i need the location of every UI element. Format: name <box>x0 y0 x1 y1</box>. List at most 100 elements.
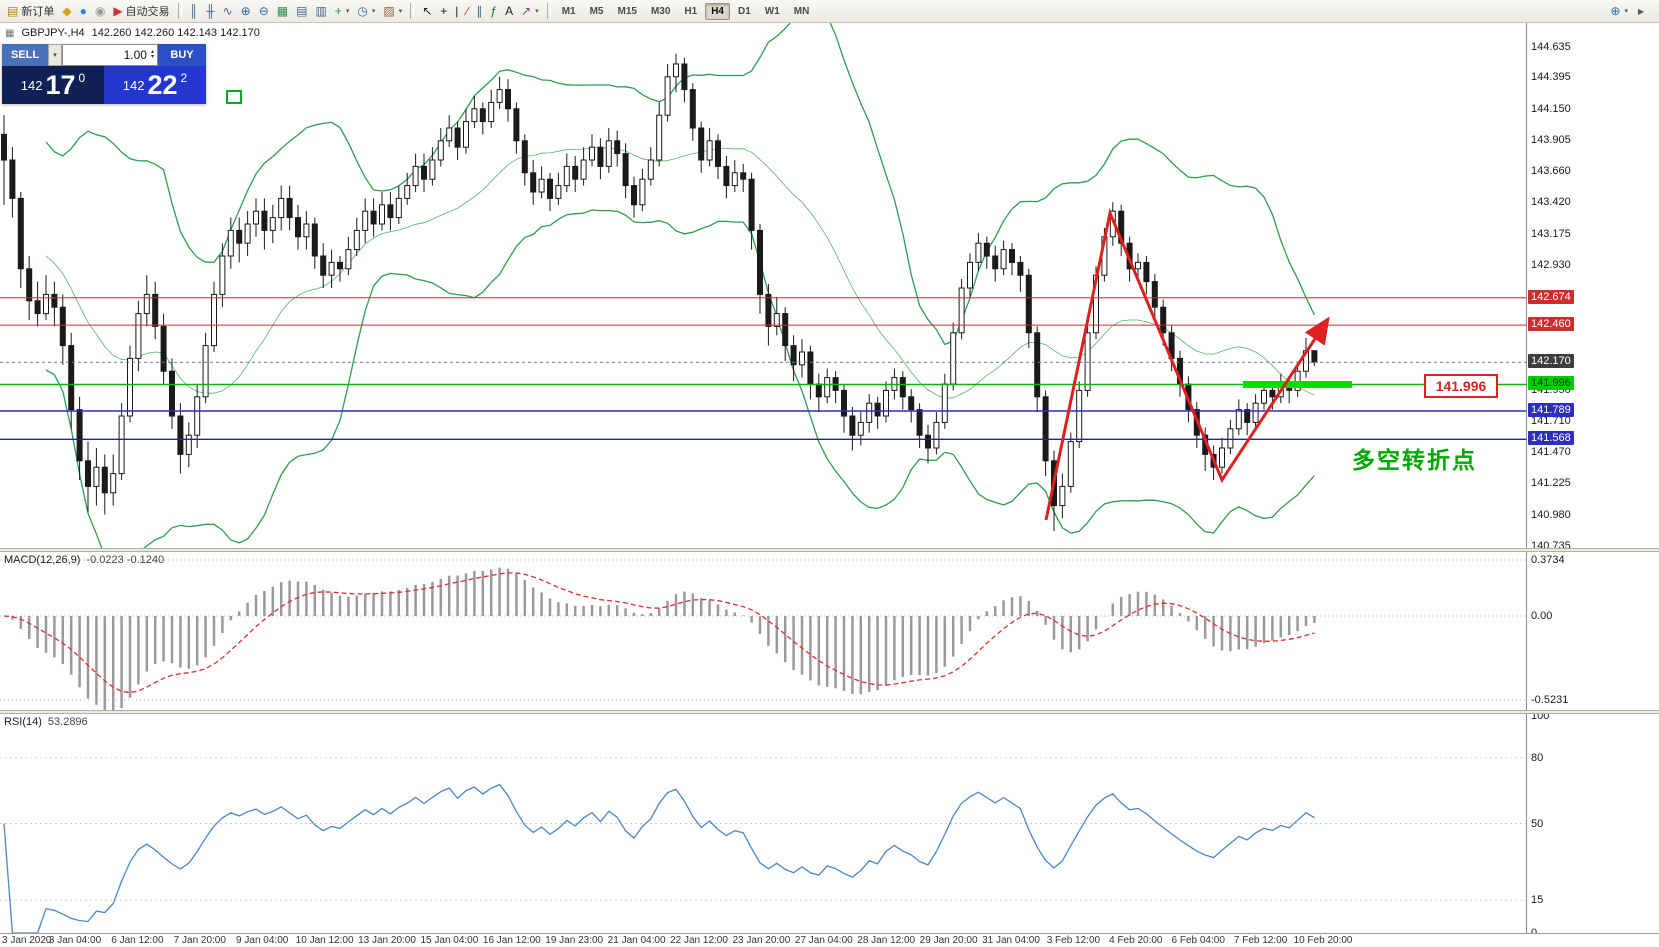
timeframe-h1[interactable]: H1 <box>684 5 698 17</box>
about-button[interactable]: ◉ <box>91 2 109 21</box>
time-axis-label: 27 Jan 04:00 <box>794 935 853 946</box>
trendline-button[interactable]: ∕ <box>462 2 472 21</box>
fibonacci-button[interactable]: ƒ <box>486 2 501 21</box>
time-axis-label: 6 Jan 12:00 <box>111 935 164 946</box>
annotation-price-label[interactable]: 141.996 <box>1424 374 1498 398</box>
autotrade-button[interactable]: ▶ 自动交易 <box>109 2 173 21</box>
rsi-canvas[interactable] <box>0 714 1526 934</box>
zoom-in-icon: ⊕ <box>240 4 251 18</box>
toolbar: ▤ 新订单 ◆ ● ◉ ▶ 自动交易 ║ ╫ ∿ ⊕ ⊖ ▦ ▤ ▥ + ▾ ◷ ▾ ▨ ▾ ↖ + | ∕ ∥ ƒ A ↗ ▾ M1 M5 M… <box>0 0 1659 23</box>
charm-icon: ◆ <box>62 4 72 18</box>
dropdown-caret-icon: ▾ <box>1624 8 1628 15</box>
time-axis-label: 21 Jan 04:00 <box>607 935 666 946</box>
buy-price-button[interactable]: 142 22 2 <box>104 66 206 104</box>
volume-preset-dropdown[interactable]: ▾ <box>48 44 62 66</box>
macd-axis-label: 0.00 <box>1531 610 1553 622</box>
timeframe-w1[interactable]: W1 <box>764 5 780 17</box>
zoom-out-icon: ⊖ <box>258 4 269 18</box>
timeframe-m1[interactable]: M1 <box>561 5 576 17</box>
time-axis-label: 15 Jan 04:00 <box>420 935 479 946</box>
main-chart-canvas[interactable] <box>0 5 1526 569</box>
arrange-down-button[interactable]: ▥ <box>311 2 330 21</box>
macd-pane[interactable] <box>0 552 1526 713</box>
price-axis-label: 144.395 <box>1531 71 1571 83</box>
timeframe-h4[interactable]: H4 <box>705 2 730 20</box>
trend-zigzag-arrow[interactable] <box>1044 207 1330 521</box>
dropdown-caret-icon: ▾ <box>398 8 403 15</box>
charm-button[interactable]: ◆ <box>58 2 75 21</box>
panel-splitter[interactable] <box>0 548 1659 552</box>
candles-button[interactable]: ╫ <box>202 2 219 21</box>
channel-button[interactable]: ∥ <box>472 2 486 21</box>
buy-button[interactable]: BUY <box>158 44 206 66</box>
time-axis-label: 9 Jan 04:00 <box>236 935 289 946</box>
text-button[interactable]: A <box>501 2 517 21</box>
support-highlight-bar[interactable] <box>1243 381 1352 388</box>
price-axis-label: 141.225 <box>1531 477 1571 489</box>
time-axis-label: 7 Jan 20:00 <box>173 935 226 946</box>
price-badge-141.996: 141.996 <box>1528 376 1574 390</box>
time-axis-label: 29 Jan 20:00 <box>919 935 978 946</box>
timeframe-m5[interactable]: M5 <box>589 5 604 17</box>
bid-frac: 0 <box>78 71 86 85</box>
time-axis[interactable]: 3 Jan 2020 3 Jan 04:00 6 Jan 12:00 7 Jan 20… <box>0 933 1659 947</box>
toolbar-separator <box>546 3 551 19</box>
rsi-axis-label: 15 <box>1531 894 1544 906</box>
about-icon: ◉ <box>94 4 106 18</box>
time-axis-label: 16 Jan 12:00 <box>482 935 541 946</box>
crosshair-button[interactable]: + <box>436 2 451 21</box>
vertical-line-button[interactable]: | <box>451 2 462 21</box>
time-axis-label: 3 Feb 12:00 <box>1046 935 1101 946</box>
arrange-up-button[interactable]: ▤ <box>292 2 311 21</box>
volume-down-button[interactable]: ▾ <box>150 54 154 60</box>
timeframe-m15[interactable]: M15 <box>617 5 637 17</box>
chart-object-marker[interactable] <box>226 90 242 104</box>
price-badge-141.789: 141.789 <box>1528 403 1574 417</box>
tile-windows-button[interactable]: ▦ <box>273 2 292 21</box>
timeframe-mn[interactable]: MN <box>793 5 810 17</box>
community-button[interactable]: ● <box>76 2 91 21</box>
scroll-chart-button[interactable]: ▸ <box>1634 2 1648 21</box>
price-axis-label: 144.150 <box>1531 103 1571 115</box>
sell-button[interactable]: SELL <box>2 44 48 66</box>
time-axis-label: 13 Jan 20:00 <box>358 935 416 946</box>
panel-splitter[interactable] <box>0 710 1659 714</box>
toolbar-separator <box>410 3 415 19</box>
line-chart-button[interactable]: ∿ <box>219 2 237 21</box>
add-indicator-button[interactable]: + ▾ <box>331 2 354 21</box>
shapes-button[interactable]: ↗ ▾ <box>517 2 543 21</box>
time-axis-label: 23 Jan 20:00 <box>732 935 791 946</box>
volume-value[interactable]: 1.00 <box>123 48 147 62</box>
price-axis[interactable]: 144.635 144.395 144.150 143.905 143.660 143.4… <box>1526 23 1659 939</box>
ask-pips: 22 <box>147 69 178 100</box>
macd-canvas[interactable] <box>0 552 1526 713</box>
annotation-turning-point-text[interactable]: 多空转折点 <box>1352 447 1477 473</box>
sell-price-button[interactable]: 142 17 0 <box>2 66 104 104</box>
zoom-in-button[interactable]: ⊕ <box>237 2 255 21</box>
timeframe-m30[interactable]: M30 <box>650 5 671 17</box>
toolbar-right-group: ⊕ ▾ ▸ <box>1606 2 1656 21</box>
templates-button[interactable]: ▨ ▾ <box>379 2 406 21</box>
candles-layer <box>1 53 1318 532</box>
volume-stepper[interactable]: 1.00 ▴ ▾ <box>62 44 158 66</box>
scroll-chart-icon: ▸ <box>1637 4 1644 18</box>
timeframe-d1[interactable]: D1 <box>738 5 751 17</box>
macd-values: -0.0223 -0.1240 <box>86 554 165 566</box>
zoom-out-button[interactable]: ⊖ <box>255 2 273 21</box>
cursor-button[interactable]: ↖ <box>418 2 436 21</box>
chevron-down-icon: ▾ <box>53 52 57 59</box>
add-indicator-icon: + <box>334 4 342 18</box>
new-order-button[interactable]: ▤ 新订单 <box>3 2 58 21</box>
rsi-pane[interactable] <box>0 714 1526 934</box>
bars-icon: ║ <box>189 4 199 18</box>
periods-button[interactable]: ◷ ▾ <box>353 2 379 21</box>
text-icon: A <box>505 4 514 18</box>
main-chart-pane[interactable] <box>0 5 1526 569</box>
price-axis-label: 140.980 <box>1531 509 1571 521</box>
volume-up-button[interactable]: ▴ <box>150 49 154 55</box>
new-order-icon: ▤ <box>7 4 19 18</box>
zoom-tool-button[interactable]: ⊕ ▾ <box>1606 2 1632 21</box>
bars-button[interactable]: ║ <box>186 2 203 21</box>
templates-icon: ▨ <box>383 4 395 18</box>
time-axis-label: 19 Jan 23:00 <box>545 935 604 946</box>
